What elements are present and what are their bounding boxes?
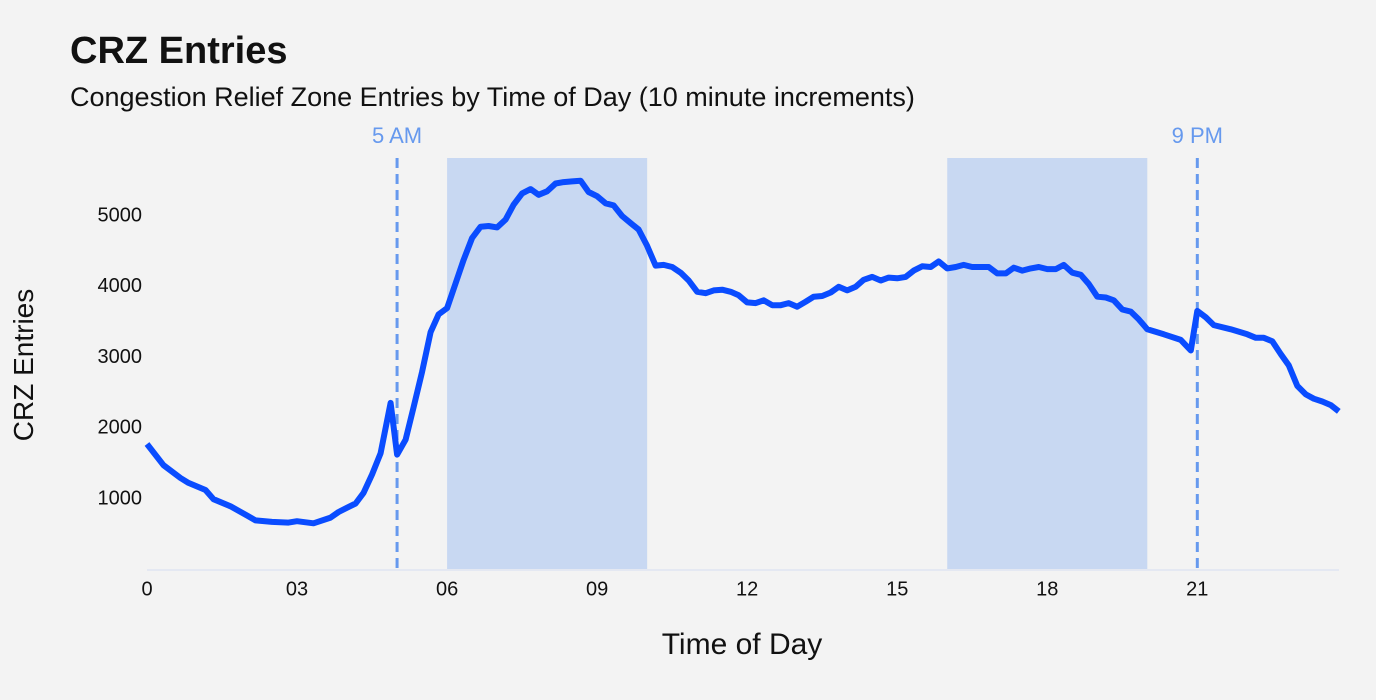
y-axis-label: CRZ Entries <box>8 289 39 441</box>
x-tick-label: 18 <box>1036 578 1058 600</box>
y-tick-label: 4000 <box>98 275 143 297</box>
shaded-range <box>947 158 1148 570</box>
chart-title: CRZ Entries <box>70 30 287 72</box>
y-tick-label: 1000 <box>98 487 143 509</box>
y-tick-label: 3000 <box>98 346 143 368</box>
x-tick-label: 09 <box>586 578 608 600</box>
x-tick-label: 12 <box>736 578 758 600</box>
x-axis-label: Time of Day <box>662 628 823 661</box>
annotation-label: 5 AM <box>372 123 422 148</box>
annotation-label: 9 PM <box>1172 123 1223 148</box>
shaded-range <box>447 158 648 570</box>
chart-subtitle: Congestion Relief Zone Entries by Time o… <box>70 82 915 112</box>
y-tick-label: 5000 <box>98 204 143 226</box>
x-tick-label: 06 <box>436 578 458 600</box>
x-tick-label: 21 <box>1186 578 1208 600</box>
x-tick-label: 0 <box>141 578 152 600</box>
x-tick-label: 15 <box>886 578 908 600</box>
series-line <box>144 177 1341 527</box>
y-tick-label: 2000 <box>98 417 143 439</box>
x-tick-label: 03 <box>286 578 308 600</box>
